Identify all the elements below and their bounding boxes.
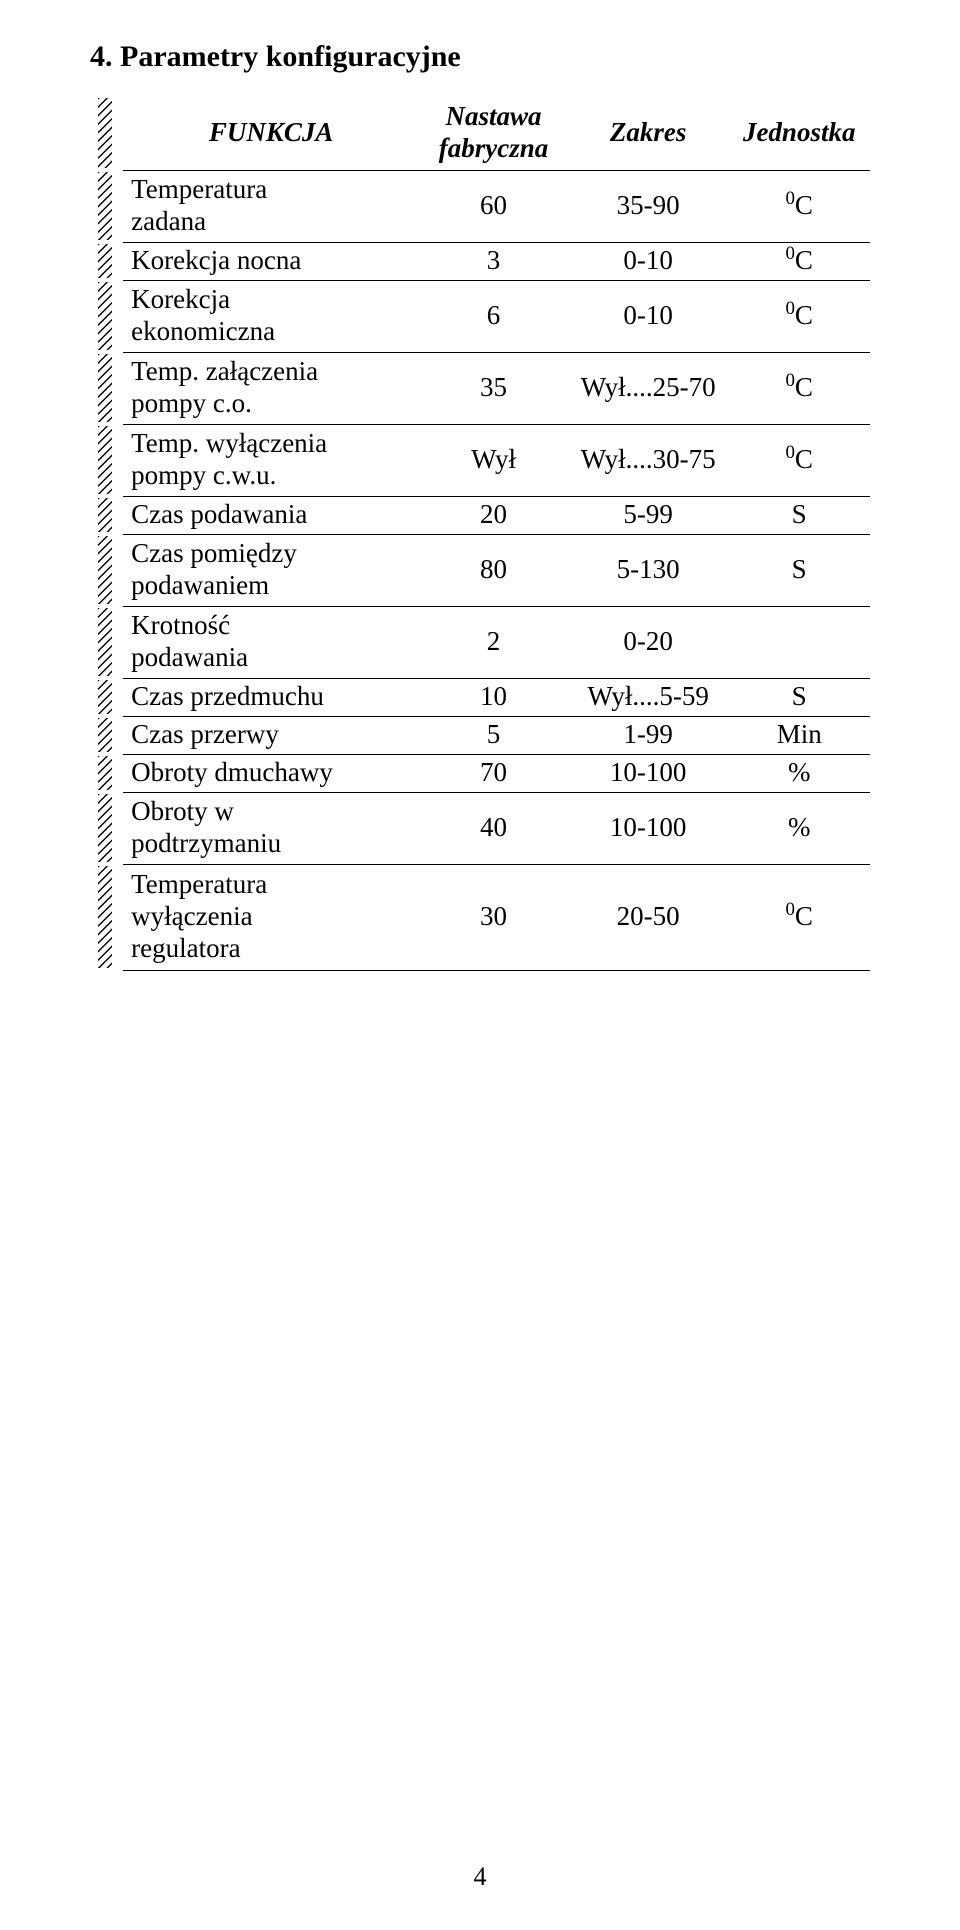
cell-jednostka: S: [728, 496, 870, 534]
cell-funkcja: Czas przedmuchu: [123, 678, 419, 716]
cell-zakres: 0-10: [568, 280, 728, 352]
cell-funkcja: Obroty wpodtrzymaniu: [123, 792, 419, 864]
cell-nastawa: 5: [419, 716, 568, 754]
cell-nastawa: 60: [419, 170, 568, 242]
table-row: Temperaturazadana6035-900C: [90, 170, 870, 242]
col-header-nastawa-l1: Nastawa: [446, 101, 542, 131]
cell-jednostka: 0C: [728, 864, 870, 970]
cell-jednostka: 0C: [728, 424, 870, 496]
col-header-jednostka: Jednostka: [728, 96, 870, 170]
cell-zakres: 1-99: [568, 716, 728, 754]
section-heading: 4. Parametry konfiguracyjne: [90, 40, 870, 74]
table-row: Czas pomiędzypodawaniem805-130S: [90, 534, 870, 606]
table-row: Obroty dmuchawy7010-100%: [90, 754, 870, 792]
cell-zakres: 20-50: [568, 864, 728, 970]
cell-nastawa: 6: [419, 280, 568, 352]
table-row: Krotnośćpodawania20-20: [90, 606, 870, 678]
cell-zakres: 10-100: [568, 754, 728, 792]
table-header-row: FUNKCJA Nastawa fabryczna Zakres Jednost…: [90, 96, 870, 170]
hatch-cell: [90, 534, 123, 606]
cell-nastawa: 10: [419, 678, 568, 716]
cell-funkcja: Temperaturazadana: [123, 170, 419, 242]
hatch-cell: [90, 716, 123, 754]
hatch-header: [90, 96, 123, 170]
cell-funkcja: Czas pomiędzypodawaniem: [123, 534, 419, 606]
table-row: Czas podawania205-99S: [90, 496, 870, 534]
table-row: Korekcjaekonomiczna60-100C: [90, 280, 870, 352]
hatch-cell: [90, 170, 123, 242]
table-row: Temp. wyłączeniapompy c.w.u.WyłWył....30…: [90, 424, 870, 496]
cell-jednostka: [728, 606, 870, 678]
hatch-cell: [90, 280, 123, 352]
col-header-nastawa-l2: fabryczna: [439, 133, 549, 163]
cell-jednostka: %: [728, 792, 870, 864]
hatch-cell: [90, 792, 123, 864]
page-number: 4: [0, 1862, 960, 1892]
hatch-cell: [90, 242, 123, 280]
cell-jednostka: 0C: [728, 242, 870, 280]
cell-zakres: Wył....5-59: [568, 678, 728, 716]
cell-zakres: Wył....30-75: [568, 424, 728, 496]
cell-funkcja: Czas podawania: [123, 496, 419, 534]
cell-nastawa: 3: [419, 242, 568, 280]
cell-funkcja: Temp. wyłączeniapompy c.w.u.: [123, 424, 419, 496]
cell-nastawa: 70: [419, 754, 568, 792]
cell-jednostka: S: [728, 534, 870, 606]
parameters-table: FUNKCJA Nastawa fabryczna Zakres Jednost…: [90, 96, 870, 971]
cell-jednostka: Min: [728, 716, 870, 754]
cell-zakres: 5-130: [568, 534, 728, 606]
cell-jednostka: 0C: [728, 280, 870, 352]
cell-nastawa: 40: [419, 792, 568, 864]
col-header-funkcja: FUNKCJA: [123, 96, 419, 170]
col-header-nastawa: Nastawa fabryczna: [419, 96, 568, 170]
cell-jednostka: 0C: [728, 170, 870, 242]
table-row: Obroty wpodtrzymaniu4010-100%: [90, 792, 870, 864]
cell-nastawa: Wył: [419, 424, 568, 496]
cell-nastawa: 2: [419, 606, 568, 678]
hatch-cell: [90, 864, 123, 970]
cell-zakres: 0-10: [568, 242, 728, 280]
cell-funkcja: Obroty dmuchawy: [123, 754, 419, 792]
hatch-cell: [90, 352, 123, 424]
cell-jednostka: 0C: [728, 352, 870, 424]
cell-nastawa: 30: [419, 864, 568, 970]
hatch-cell: [90, 606, 123, 678]
hatch-cell: [90, 678, 123, 716]
table-row: Temperaturawyłączeniaregulatora3020-500C: [90, 864, 870, 970]
cell-zakres: 35-90: [568, 170, 728, 242]
hatch-cell: [90, 496, 123, 534]
cell-jednostka: %: [728, 754, 870, 792]
hatch-cell: [90, 754, 123, 792]
cell-zakres: 0-20: [568, 606, 728, 678]
cell-funkcja: Krotnośćpodawania: [123, 606, 419, 678]
cell-nastawa: 35: [419, 352, 568, 424]
cell-funkcja: Korekcja nocna: [123, 242, 419, 280]
cell-jednostka: S: [728, 678, 870, 716]
page: 4. Parametry konfiguracyjne FUNKCJA Nast…: [0, 0, 960, 1930]
table-row: Temp. załączeniapompy c.o.35Wył....25-70…: [90, 352, 870, 424]
table-row: Czas przedmuchu10Wył....5-59S: [90, 678, 870, 716]
cell-zakres: 10-100: [568, 792, 728, 864]
cell-funkcja: Korekcjaekonomiczna: [123, 280, 419, 352]
table-row: Czas przerwy51-99Min: [90, 716, 870, 754]
col-header-zakres: Zakres: [568, 96, 728, 170]
cell-zakres: 5-99: [568, 496, 728, 534]
table-row: Korekcja nocna30-100C: [90, 242, 870, 280]
table-body: Temperaturazadana6035-900CKorekcja nocna…: [90, 170, 870, 970]
cell-funkcja: Czas przerwy: [123, 716, 419, 754]
cell-nastawa: 80: [419, 534, 568, 606]
cell-nastawa: 20: [419, 496, 568, 534]
cell-zakres: Wył....25-70: [568, 352, 728, 424]
cell-funkcja: Temp. załączeniapompy c.o.: [123, 352, 419, 424]
hatch-cell: [90, 424, 123, 496]
cell-funkcja: Temperaturawyłączeniaregulatora: [123, 864, 419, 970]
